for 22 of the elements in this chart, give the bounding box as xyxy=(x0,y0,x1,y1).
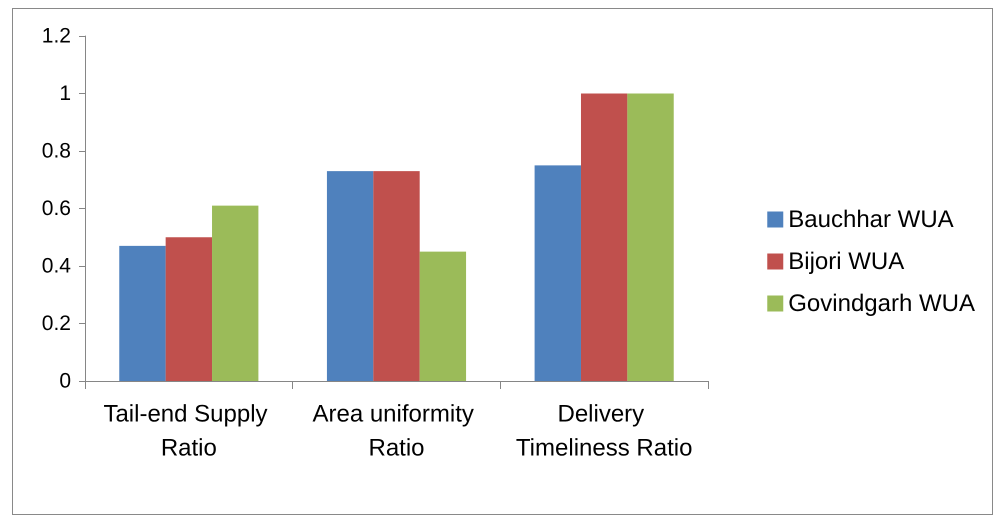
bar xyxy=(119,246,166,381)
legend-label: Govindgarh WUA xyxy=(788,290,976,317)
y-tick-label: 0.4 xyxy=(42,254,72,278)
y-tick-label: 1.2 xyxy=(42,24,71,48)
bar xyxy=(166,237,212,381)
bar xyxy=(627,94,674,381)
y-tick-label: 0.6 xyxy=(42,197,71,220)
bar xyxy=(212,206,258,381)
legend-label: Bijori WUA xyxy=(788,248,904,275)
bar xyxy=(534,165,581,381)
bar xyxy=(373,171,420,381)
y-tick-label: 0.8 xyxy=(42,140,71,162)
y-tick-label: 0.2 xyxy=(42,312,71,335)
bar xyxy=(580,94,628,381)
x-tick-label: Area uniformity Ratio xyxy=(312,400,481,462)
bar xyxy=(326,171,374,381)
x-tick-label: Delivery Timeliness Ratio xyxy=(516,400,692,462)
legend-label: Bauchhar WUA xyxy=(788,206,954,233)
x-tick-label: Tail-end Supply Ratio xyxy=(103,400,274,462)
bar xyxy=(420,252,466,381)
y-tick-label: 1 xyxy=(59,82,71,105)
y-tick-label: 0 xyxy=(59,370,71,392)
